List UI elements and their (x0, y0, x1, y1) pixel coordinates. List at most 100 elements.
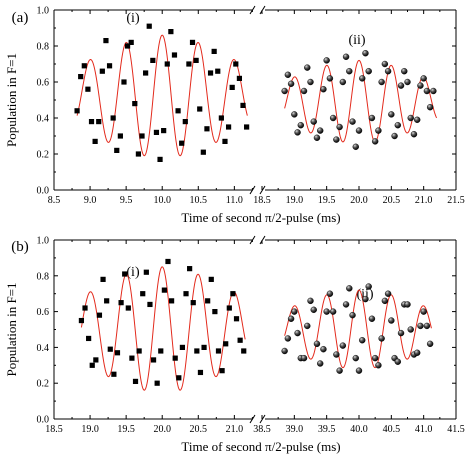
data-point (233, 61, 239, 67)
data-point (388, 111, 395, 118)
data-point (346, 285, 353, 292)
segment-2: 18.5 19.0 19.5 20.0 20.5 21.0 21.5 (ii) (253, 10, 465, 206)
data-point (394, 358, 401, 365)
data-point (297, 121, 304, 129)
data-point (118, 300, 124, 306)
data-point (114, 350, 121, 356)
data-point (352, 354, 359, 362)
data-point (172, 355, 178, 361)
data-point (143, 269, 149, 275)
data-point (281, 87, 288, 95)
data-point (150, 57, 156, 63)
data-point (226, 305, 232, 311)
data-point (161, 287, 167, 293)
data-point (236, 75, 243, 81)
y-tick-label: 0.8 (37, 271, 50, 282)
data-point (143, 70, 149, 76)
data-point (342, 53, 350, 60)
data-point (193, 57, 199, 63)
data-point (200, 149, 206, 155)
data-point (349, 118, 356, 125)
y-axis-title: Population in F=1 (4, 282, 19, 376)
data-point (158, 348, 164, 354)
data-point (407, 114, 414, 122)
data-point (339, 78, 347, 86)
data-point (219, 368, 225, 374)
data-point (359, 337, 366, 344)
x-tick-label: 9.5 (120, 195, 133, 206)
data-point (92, 138, 98, 144)
x-tick-label: 10.5 (190, 195, 208, 206)
data-point (320, 345, 327, 353)
data-point (88, 119, 95, 125)
data-point (187, 266, 193, 272)
data-point (307, 297, 314, 305)
data-point (294, 329, 301, 337)
x-tick-label: 8.5 (48, 195, 61, 206)
y-tick-label: 1.0 (37, 6, 50, 17)
data-point (103, 38, 109, 44)
data-point (333, 136, 340, 143)
data-point (362, 50, 369, 57)
x-tick-label: 20.5 (383, 195, 401, 206)
segment-label: (ii) (348, 33, 365, 48)
data-point (110, 115, 116, 121)
panel-label: (a) (12, 10, 29, 26)
data-point (378, 335, 385, 342)
data-point (168, 298, 175, 304)
data-point (397, 82, 405, 89)
data-point (417, 322, 424, 330)
data-point (404, 301, 411, 308)
data-point (329, 308, 337, 315)
data-point (99, 68, 105, 74)
data-point (85, 86, 91, 92)
y-tick-label: 0.2 (37, 379, 50, 390)
data-point (426, 103, 434, 111)
data-point (136, 348, 142, 354)
data-point (171, 52, 178, 58)
data-point (397, 329, 405, 337)
data-point (124, 43, 131, 49)
x-tick-label: 10.0 (153, 195, 171, 206)
data-point (240, 102, 246, 108)
data-point (287, 80, 295, 88)
data-point (194, 348, 200, 354)
data-point (313, 134, 321, 142)
data-point (96, 119, 102, 125)
data-point (117, 133, 123, 139)
x-tick-label: 18.5 (45, 424, 63, 435)
data-point (375, 127, 382, 134)
data-point (371, 138, 379, 145)
data-point (365, 67, 372, 75)
x-tick-label: 20.0 (350, 195, 368, 206)
x-tick-label: 39.0 (286, 424, 304, 435)
y-tick-label: 0.6 (37, 307, 50, 318)
data-point (183, 291, 189, 297)
data-point (355, 367, 363, 374)
y-tick-label: 1.0 (37, 236, 50, 247)
data-point (310, 306, 317, 314)
data-point (407, 326, 414, 333)
data-point (317, 127, 324, 134)
data-point (426, 340, 434, 348)
data-point (368, 315, 376, 322)
data-point (189, 39, 196, 45)
data-point (168, 29, 174, 35)
data-point (176, 375, 182, 381)
data-point (365, 283, 372, 290)
fit-curve (76, 34, 248, 157)
segment-2: 38.5 39.0 39.5 40.0 40.5 41.0 41.5 (ii) (253, 240, 465, 435)
x-axis-title: Time of second π/2-pulse (ms) (181, 439, 340, 454)
data-point (326, 290, 334, 297)
y-tick-label: 0.4 (37, 114, 50, 125)
segment-label: (i) (126, 265, 140, 280)
data-point (225, 124, 232, 130)
y-tick-label: 0.2 (37, 150, 50, 161)
x-tick-label: 41.5 (447, 424, 465, 435)
data-point (423, 322, 431, 330)
x-tick-label: 11.0 (226, 195, 243, 206)
data-point (197, 106, 203, 112)
data-point (96, 312, 103, 318)
data-point (161, 128, 167, 134)
